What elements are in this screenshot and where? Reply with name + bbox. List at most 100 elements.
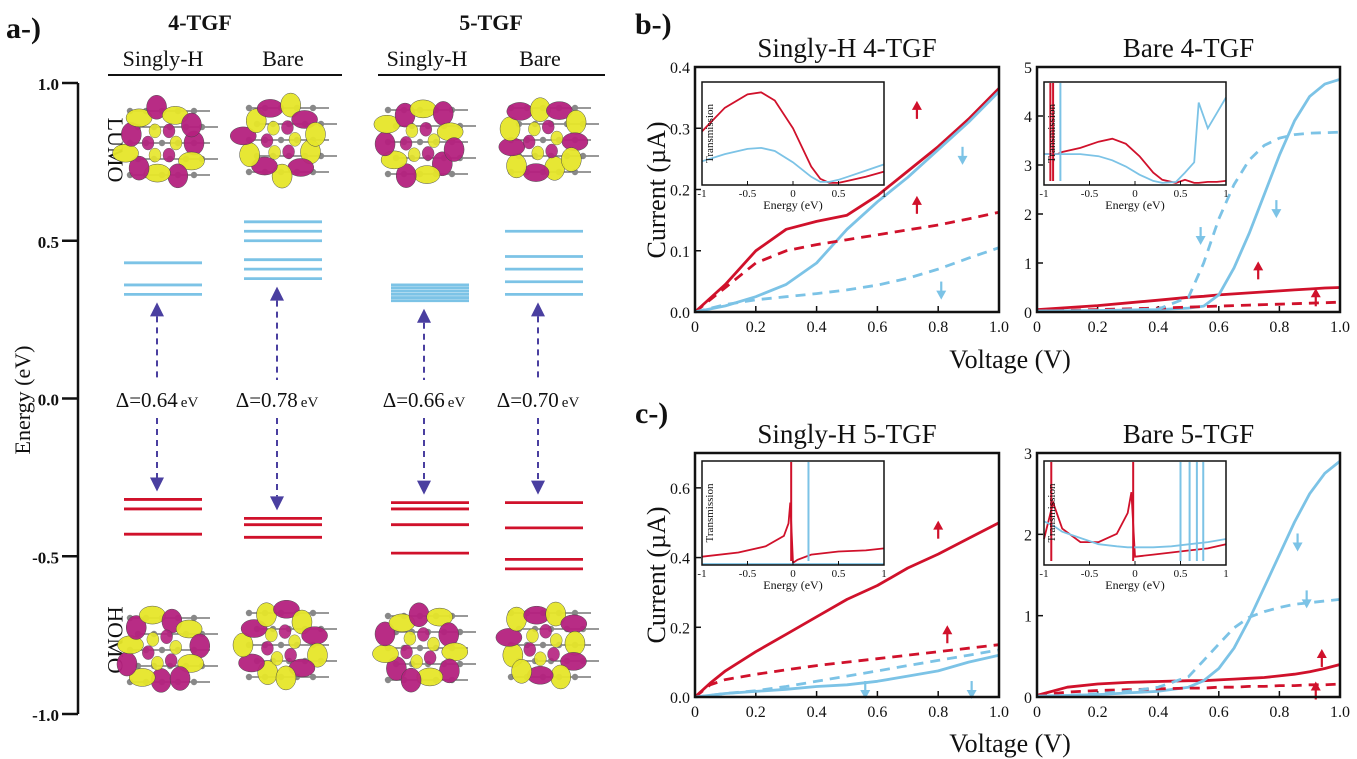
x-tick-label: 0.6 [1209,319,1229,336]
series-solid-spin-up [1036,286,1341,311]
transmission-inset: -1 -0.5 0 0.5 1 Energy (eV) Transmission [697,81,887,212]
y-tick-label: 0.6 [670,481,690,498]
transmission-curve [1043,520,1227,549]
voltage-axis-label-b: Voltage (V) [949,345,1071,374]
inset-x-tick-label: -1 [697,568,706,580]
transmission-inset: -1 -0.5 0 0.5 1 Energy (eV) Transmission [697,460,887,592]
spin-up-arrowhead [933,520,944,530]
inset-x-tick-label: -0.5 [739,568,757,580]
inset-x-tick-label: 1 [881,188,887,200]
panel-a-label: a-) [6,12,41,45]
x-tick-label: 0.8 [928,704,948,721]
x-tick-label: 0.8 [1269,704,1289,721]
gap-label: Δ=0.70 eV [497,388,580,412]
plot-title: Singly-H 5-TGF [757,419,936,449]
y-tick-label: 5 [1024,60,1032,77]
panel-c-label: c-) [635,397,668,430]
energy-tick-label: 0.5 [38,233,59,252]
plot-frame [693,65,1001,314]
series-solid-spin-down [1036,77,1341,313]
series-solid-spin-up [694,87,1000,314]
gap-label: Δ=0.66 eV [383,388,466,412]
x-tick-label: 0.6 [867,319,887,336]
x-tick-label: 0 [691,319,699,336]
x-tick-label: 1.0 [989,704,1009,721]
voltage-axis-label-c: Voltage (V) [949,729,1071,758]
inset-xlabel: Energy (eV) [763,198,822,212]
y-tick-label: 1 [1024,609,1032,626]
x-tick-label: 0.4 [1148,319,1168,336]
series-solid-spin-down [694,90,1000,314]
series-dashed-spin-down [1036,598,1341,698]
transmission-inset: -1 -0.5 0 0.5 1 Energy (eV) Transmission [1039,460,1229,592]
inset-x-tick-label: -0.5 [739,188,757,200]
transmission-inset: -1 -0.5 0 0.5 1 Energy (eV) Transmission [1039,81,1229,212]
x-tick-label: 1.0 [1330,319,1350,336]
energy-axis-label: Energy (eV) [10,346,35,455]
inset-ylabel: Transmission [704,104,716,163]
inset-x-tick-label: 0 [1132,188,1138,200]
inset-ylabel: Transmission [1046,483,1058,542]
spin-down-arrowhead [1271,209,1282,219]
group-title-4tgf: 4-TGF [168,10,232,35]
orbital-image [495,601,599,690]
x-tick-label: 0.2 [1088,319,1108,336]
series-solid-spin-down [694,653,1000,699]
gap-arrowhead-up [417,308,431,323]
panel-b-label: b-) [635,8,672,41]
plot-frame [693,451,1001,699]
spin-down-arrowhead [1301,599,1312,609]
y-tick-label: 0 [1024,690,1032,707]
y-tick-label: 0.0 [670,305,690,322]
inset-frame [1043,81,1227,186]
spin-down-arrowhead [957,155,968,165]
plot-title: Bare 5-TGF [1123,419,1254,449]
x-tick-label: 0.8 [928,319,948,336]
gap-arrowhead-down [150,477,164,492]
y-tick-label: 3 [1024,446,1032,463]
column-label-4tgf-bare: Bare [262,46,304,71]
orbital-image [229,92,337,189]
inset-x-tick-label: 0 [1132,568,1138,580]
inset-x-tick-label: 0.5 [832,188,846,200]
inset-frame [701,81,885,186]
iv-plot: Bare 4-TGF 0 0.2 0.4 0.6 0.8 1.0 0 1 2 3 4 5 -1 -0.5 0 0… [1024,33,1350,336]
gap-label: Δ=0.64 eV [116,388,199,412]
y-tick-label: 0.4 [670,60,690,77]
x-tick-label: 0.4 [807,319,827,336]
plot-title: Bare 4-TGF [1123,33,1254,63]
plot-title: Singly-H 4-TGF [757,33,936,63]
y-tick-label: 0.0 [670,690,690,707]
gap-arrowhead-up [531,302,545,317]
series-dashed-spin-down [694,246,1000,314]
y-tick-label: 3 [1024,158,1032,175]
y-tick-label: 2 [1024,207,1032,224]
spin-up-arrowhead [1310,288,1321,298]
energy-level-diagram: 1.0 0.5 0.0 -0.5 -1.0 Δ=0.64 eV Δ=0.78 eV Δ=0.66 e… [32,75,583,725]
orbital-images [112,92,599,693]
spin-down-arrowhead [860,690,871,700]
transmission-curve [1044,97,1227,184]
gap-arrowhead-down [270,496,284,511]
y-tick-label: 0.1 [670,244,690,261]
series-dashed-spin-up [694,643,1000,699]
inset-x-tick-label: -0.5 [1081,568,1099,580]
x-tick-label: 0.4 [1148,704,1168,721]
energy-tick-label: 0.0 [38,391,59,410]
series-dashed-spin-down [1036,130,1341,313]
spin-down-arrowhead [1195,236,1206,246]
y-tick-label: 2 [1024,527,1032,544]
x-tick-label: 0.6 [1209,704,1229,721]
iv-plot: Bare 5-TGF 0 0.2 0.4 0.6 0.8 1.0 0 1 2 3 -1 -0.5 0 0.5… [1024,419,1350,721]
plot-frame [1035,65,1342,314]
inset-ylabel: Transmission [704,483,716,542]
current-axis-label-b: Current (µA) [642,122,671,259]
x-tick-label: 0.2 [746,319,766,336]
spin-up-arrowhead [942,625,953,635]
inset-x-tick-label: 0 [790,188,796,200]
spin-up-arrowhead [911,100,922,110]
transmission-curve [701,91,885,184]
column-label-4tgf-singly-h: Singly-H [123,46,204,71]
iv-plots: Singly-H 4-TGF 0 0.2 0.4 0.6 0.8 1.0 0.0 0.1 0.2 0… [670,33,1350,721]
y-tick-label: 0.4 [670,551,690,568]
